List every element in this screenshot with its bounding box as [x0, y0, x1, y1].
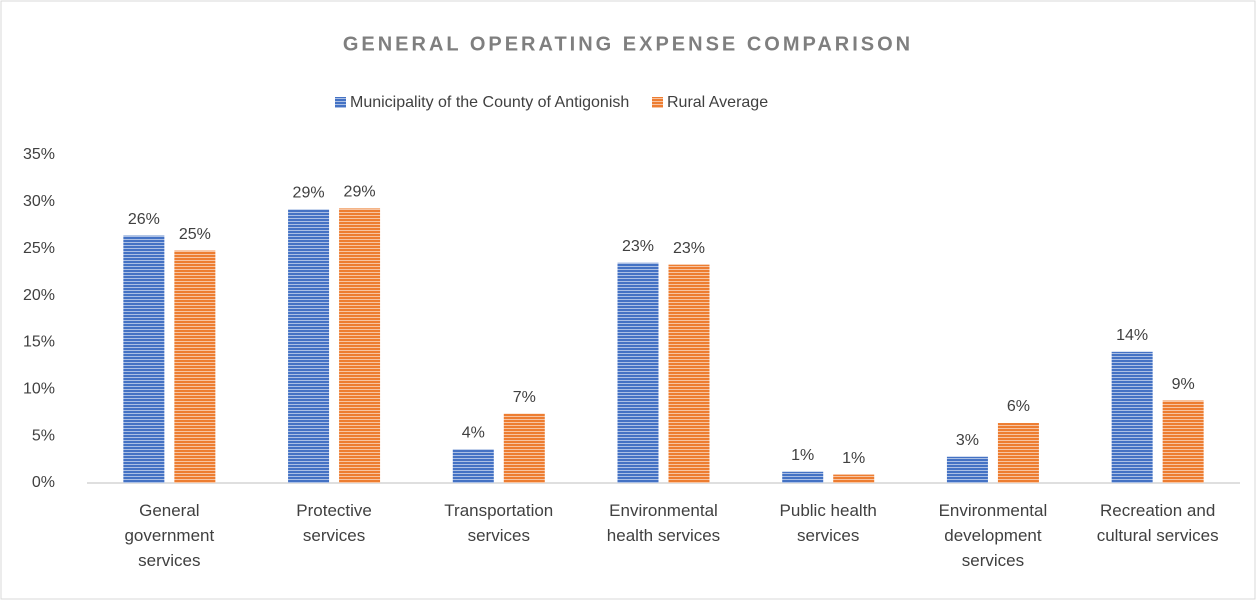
data-label: 25%: [179, 226, 211, 243]
x-tick-label: General government services: [124, 501, 215, 570]
x-tick-label: Environmental health services: [606, 501, 721, 545]
data-label: 7%: [513, 389, 536, 406]
bar: [503, 413, 545, 483]
x-tick-label: Environmental development services: [938, 501, 1048, 570]
data-label: 23%: [673, 240, 705, 257]
data-label: 1%: [842, 450, 865, 467]
y-tick-label: 10%: [23, 381, 55, 398]
bar: [339, 208, 381, 483]
y-tick-label: 15%: [23, 334, 55, 351]
bar: [452, 449, 494, 483]
bar: [997, 423, 1039, 483]
data-label: 1%: [791, 447, 814, 464]
bar: [123, 235, 165, 483]
x-tick-label: Public health services: [779, 501, 877, 545]
bar: [1162, 400, 1204, 483]
data-label: 29%: [344, 184, 376, 201]
bar: [617, 262, 659, 483]
bar: [1111, 351, 1153, 483]
y-tick-label: 25%: [23, 240, 55, 257]
bar: [833, 474, 875, 483]
legend-swatch: [652, 97, 663, 108]
data-label: 3%: [956, 432, 979, 449]
data-label: 23%: [622, 238, 654, 255]
bar: [174, 250, 216, 483]
y-tick-label: 30%: [23, 193, 55, 210]
legend-label: Rural Average: [667, 94, 768, 111]
data-label: 26%: [128, 211, 160, 228]
data-label: 6%: [1007, 398, 1030, 415]
data-label: 29%: [293, 185, 325, 202]
data-label: 9%: [1172, 376, 1195, 393]
x-tick-label: Recreation and cultural services: [1096, 501, 1219, 545]
bar: [946, 456, 988, 483]
legend-label: Municipality of the County of Antigonish: [350, 94, 629, 111]
data-label: 4%: [462, 424, 485, 441]
x-tick-label: Protective services: [296, 501, 372, 545]
chart-title: GENERAL OPERATING EXPENSE COMPARISON: [343, 33, 913, 55]
y-tick-label: 20%: [23, 287, 55, 304]
x-tick-label: Transportation services: [444, 501, 554, 545]
y-tick-label: 35%: [23, 146, 55, 163]
bar: [288, 209, 330, 483]
data-label: 14%: [1116, 327, 1148, 344]
legend-swatch: [335, 97, 346, 108]
y-tick-label: 0%: [32, 474, 55, 491]
bar: [668, 264, 710, 483]
bar: [782, 471, 824, 483]
y-tick-label: 5%: [32, 427, 55, 444]
